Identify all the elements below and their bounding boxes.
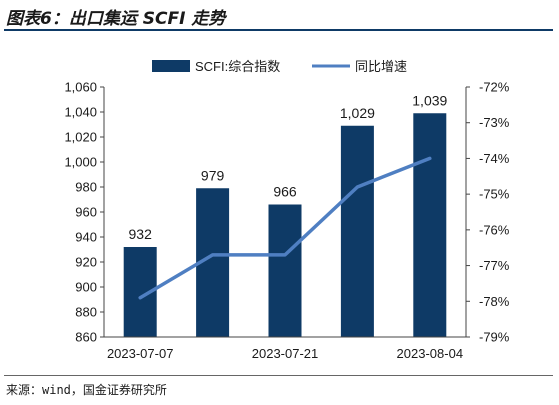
left-axis-tick-label: 900 bbox=[75, 280, 97, 295]
bar-data-label: 966 bbox=[273, 184, 297, 200]
left-axis-tick-label: 960 bbox=[75, 205, 97, 220]
left-axis-tick-label: 1,020 bbox=[64, 130, 97, 145]
right-axis-tick-label: -77% bbox=[479, 258, 510, 273]
x-axis-tick-label: 2023-07-07 bbox=[107, 346, 174, 361]
bar-2023-07-21 bbox=[268, 204, 302, 337]
bar-data-label: 1,039 bbox=[412, 92, 447, 108]
bar-data-label: 979 bbox=[201, 167, 225, 183]
yoy-growth-line bbox=[138, 156, 432, 300]
right-axis-tick-label: -74% bbox=[479, 151, 510, 166]
left-axis-tick-label: 880 bbox=[75, 305, 97, 320]
title-divider bbox=[4, 29, 553, 31]
left-axis-tick-label: 1,000 bbox=[64, 155, 97, 170]
legend-swatch-scfi bbox=[152, 60, 190, 72]
figure-title: 图表6：出口集运 SCFI 走势 bbox=[6, 9, 226, 29]
left-axis-tick-label: 920 bbox=[75, 255, 97, 270]
bar-data-label: 932 bbox=[129, 226, 153, 242]
bar-2023-07-28 bbox=[340, 125, 374, 337]
x-axis-tick-label: 2023-07-21 bbox=[252, 346, 319, 361]
right-axis-tick-label: -79% bbox=[479, 330, 510, 345]
legend-label-yoy: 同比增速 bbox=[355, 59, 407, 74]
right-axis-tick-label: -72% bbox=[479, 80, 510, 95]
bar-2023-08-04 bbox=[413, 113, 447, 337]
left-axis-tick-label: 980 bbox=[75, 180, 97, 195]
figure-source: 来源：wind，国金证券研究所 bbox=[6, 383, 167, 397]
left-axis-tick-label: 1,040 bbox=[64, 105, 97, 120]
left-axis-tick-label: 940 bbox=[75, 230, 97, 245]
source-divider bbox=[4, 375, 553, 376]
right-axis-tick-label: -76% bbox=[479, 222, 510, 237]
legend-label-scfi: SCFI:综合指数 bbox=[195, 59, 280, 74]
right-axis-tick-label: -78% bbox=[479, 294, 510, 309]
right-axis-tick-label: -73% bbox=[479, 115, 510, 130]
bar-data-label: 1,029 bbox=[340, 105, 375, 121]
x-axis-tick-label: 2023-08-04 bbox=[397, 346, 464, 361]
right-axis-tick-label: -75% bbox=[479, 187, 510, 202]
left-axis-tick-label: 1,060 bbox=[64, 80, 97, 95]
left-axis-tick-label: 860 bbox=[75, 330, 97, 345]
